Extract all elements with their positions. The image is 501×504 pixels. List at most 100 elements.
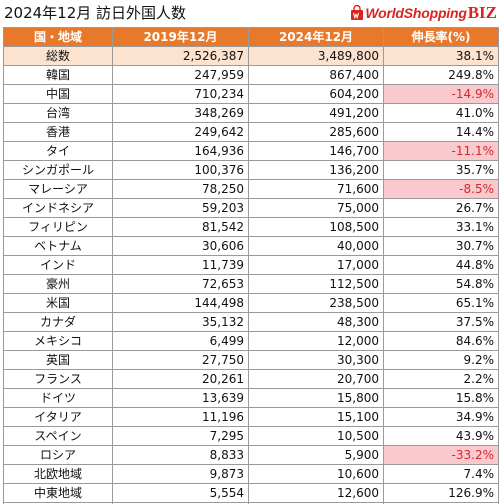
growth-rate-cell: 35.7% bbox=[383, 160, 499, 180]
growth-rate-cell: 30.7% bbox=[383, 236, 499, 256]
visitors-2019-cell: 710,234 bbox=[112, 84, 249, 104]
region-cell: インドネシア bbox=[3, 198, 113, 218]
region-cell: カナダ bbox=[3, 312, 113, 332]
page-title: 2024年12月 訪日外国人数 bbox=[4, 4, 187, 22]
visitors-2019-cell: 7,295 bbox=[112, 426, 249, 446]
visitors-2024-cell: 48,300 bbox=[248, 312, 384, 332]
growth-rate-cell: 33.1% bbox=[383, 217, 499, 237]
visitors-2019-cell: 35,132 bbox=[112, 312, 249, 332]
visitors-2019-cell: 13,639 bbox=[112, 388, 249, 408]
growth-rate-cell: -33.2% bbox=[383, 445, 499, 465]
growth-rate-cell: 249.8% bbox=[383, 65, 499, 85]
shopping-bag-icon bbox=[351, 5, 364, 20]
visitors-2024-cell: 108,500 bbox=[248, 217, 384, 237]
table-row: 香港 249,642 285,600 14.4% bbox=[3, 122, 499, 142]
visitors-2019-cell: 2,526,387 bbox=[112, 46, 249, 66]
growth-rate-cell: -8.5% bbox=[383, 179, 499, 199]
visitors-2024-cell: 30,300 bbox=[248, 350, 384, 370]
visitors-2019-cell: 8,833 bbox=[112, 445, 249, 465]
table-row: インドネシア 59,203 75,000 26.7% bbox=[3, 198, 499, 218]
visitors-2019-cell: 100,376 bbox=[112, 160, 249, 180]
visitors-2024-cell: 5,900 bbox=[248, 445, 384, 465]
column-header-2019: 2019年12月 bbox=[112, 27, 249, 47]
growth-rate-cell: 2.2% bbox=[383, 369, 499, 389]
visitors-2019-cell: 11,196 bbox=[112, 407, 249, 427]
region-cell: ドイツ bbox=[3, 388, 113, 408]
visitors-2019-cell: 247,959 bbox=[112, 65, 249, 85]
region-cell: タイ bbox=[3, 141, 113, 161]
column-header-2024: 2024年12月 bbox=[248, 27, 384, 47]
growth-rate-cell: 43.9% bbox=[383, 426, 499, 446]
region-cell: 台湾 bbox=[3, 103, 113, 123]
visitors-2019-cell: 9,873 bbox=[112, 464, 249, 484]
table-header-row: 国・地域 2019年12月 2024年12月 伸長率(%) bbox=[3, 27, 499, 47]
visitors-2024-cell: 10,600 bbox=[248, 464, 384, 484]
table-row: 米国 144,498 238,500 65.1% bbox=[3, 293, 499, 313]
visitors-2024-cell: 238,500 bbox=[248, 293, 384, 313]
visitors-2024-cell: 20,700 bbox=[248, 369, 384, 389]
visitors-2024-cell: 867,400 bbox=[248, 65, 384, 85]
growth-rate-cell: 44.8% bbox=[383, 255, 499, 275]
growth-rate-cell: 126.9% bbox=[383, 483, 499, 503]
region-cell: 米国 bbox=[3, 293, 113, 313]
table-row: 豪州 72,653 112,500 54.8% bbox=[3, 274, 499, 294]
visitors-2019-cell: 5,554 bbox=[112, 483, 249, 503]
region-cell: 香港 bbox=[3, 122, 113, 142]
visitors-2024-cell: 15,800 bbox=[248, 388, 384, 408]
table-row: カナダ 35,132 48,300 37.5% bbox=[3, 312, 499, 332]
growth-rate-cell: 15.8% bbox=[383, 388, 499, 408]
region-cell: マレーシア bbox=[3, 179, 113, 199]
visitors-2024-cell: 12,000 bbox=[248, 331, 384, 351]
region-cell: イタリア bbox=[3, 407, 113, 427]
region-cell: フランス bbox=[3, 369, 113, 389]
page-header: 2024年12月 訪日外国人数 WorldShopping BIZ bbox=[0, 0, 501, 26]
visitors-2019-cell: 78,250 bbox=[112, 179, 249, 199]
table-row: メキシコ 6,499 12,000 84.6% bbox=[3, 331, 499, 351]
region-cell: シンガポール bbox=[3, 160, 113, 180]
visitors-2019-cell: 59,203 bbox=[112, 198, 249, 218]
table-row: その他80,448113,60041.2% bbox=[3, 502, 499, 504]
table-row: フランス 20,261 20,700 2.2% bbox=[3, 369, 499, 389]
table-row: マレーシア 78,250 71,600 -8.5% bbox=[3, 179, 499, 199]
region-cell: ベトナム bbox=[3, 236, 113, 256]
table-row: 中東地域 5,554 12,600 126.9% bbox=[3, 483, 499, 503]
table-row: フィリピン 81,542 108,500 33.1% bbox=[3, 217, 499, 237]
table-row: スペイン 7,295 10,500 43.9% bbox=[3, 426, 499, 446]
growth-rate-cell: 41.0% bbox=[383, 103, 499, 123]
visitors-2024-cell: 285,600 bbox=[248, 122, 384, 142]
growth-rate-cell: 41.2% bbox=[383, 502, 499, 504]
visitors-2024-cell: 146,700 bbox=[248, 141, 384, 161]
visitors-2024-cell: 112,500 bbox=[248, 274, 384, 294]
region-cell: 英国 bbox=[3, 350, 113, 370]
visitors-2024-cell: 491,200 bbox=[248, 103, 384, 123]
visitors-2024-cell: 71,600 bbox=[248, 179, 384, 199]
region-cell: フィリピン bbox=[3, 217, 113, 237]
column-header-region: 国・地域 bbox=[3, 27, 113, 47]
growth-rate-cell: 37.5% bbox=[383, 312, 499, 332]
growth-rate-cell: 54.8% bbox=[383, 274, 499, 294]
region-cell: 韓国 bbox=[3, 65, 113, 85]
brand-name: WorldShopping bbox=[365, 5, 467, 21]
column-header-growth: 伸長率(%) bbox=[383, 27, 499, 47]
region-cell: ロシア bbox=[3, 445, 113, 465]
table-row: タイ 164,936 146,700 -11.1% bbox=[3, 141, 499, 161]
growth-rate-cell: 34.9% bbox=[383, 407, 499, 427]
growth-rate-cell: 26.7% bbox=[383, 198, 499, 218]
visitors-2024-cell: 136,200 bbox=[248, 160, 384, 180]
growth-rate-cell: 14.4% bbox=[383, 122, 499, 142]
visitors-2019-cell: 72,653 bbox=[112, 274, 249, 294]
visitors-2019-cell: 30,606 bbox=[112, 236, 249, 256]
table-row: 中国 710,234 604,200 -14.9% bbox=[3, 84, 499, 104]
visitors-2024-cell: 15,100 bbox=[248, 407, 384, 427]
table-row: ベトナム 30,606 40,000 30.7% bbox=[3, 236, 499, 256]
table-row: インド 11,739 17,000 44.8% bbox=[3, 255, 499, 275]
region-cell: 中東地域 bbox=[3, 483, 113, 503]
visitors-2019-cell: 81,542 bbox=[112, 217, 249, 237]
table-row: ドイツ 13,639 15,800 15.8% bbox=[3, 388, 499, 408]
visitors-2019-cell: 20,261 bbox=[112, 369, 249, 389]
visitors-2019-cell: 249,642 bbox=[112, 122, 249, 142]
growth-rate-cell: 9.2% bbox=[383, 350, 499, 370]
region-cell: インド bbox=[3, 255, 113, 275]
visitors-2024-cell: 12,600 bbox=[248, 483, 384, 503]
table-body: 総数 2,526,387 3,489,800 38.1% 韓国 247,959 867,40… bbox=[3, 46, 499, 504]
